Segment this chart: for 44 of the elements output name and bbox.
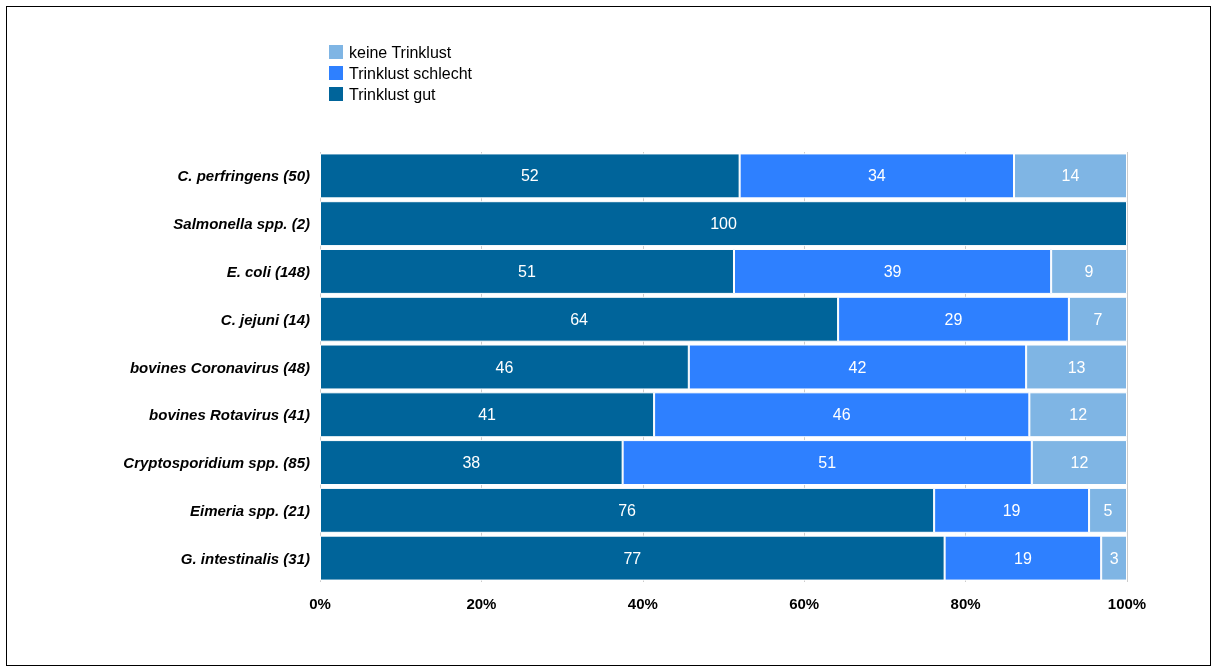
y-tick-label: G. intestinalis (31) <box>180 549 310 567</box>
data-label: 51 <box>818 454 837 472</box>
data-label: 3 <box>1109 549 1119 567</box>
y-tick-label: C. perfringens (50) <box>177 167 310 185</box>
data-label: 34 <box>867 167 886 185</box>
x-tick-label: 20% <box>466 595 497 612</box>
data-label: 41 <box>478 406 497 424</box>
data-label: 42 <box>848 358 867 376</box>
x-tick-label: 80% <box>950 595 981 612</box>
legend-label: Trinklust schlecht <box>349 64 473 82</box>
legend-label: Trinklust gut <box>349 85 437 103</box>
x-tick-label: 40% <box>627 595 658 612</box>
data-label: 52 <box>520 167 539 185</box>
data-label: 13 <box>1067 358 1086 376</box>
data-label: 39 <box>883 262 902 280</box>
data-label: 7 <box>1093 310 1103 328</box>
y-tick-label: bovines Rotavirus (41) <box>149 406 310 424</box>
data-label: 100 <box>710 215 737 233</box>
data-label: 12 <box>1069 406 1088 424</box>
x-tick-label: 60% <box>789 595 820 612</box>
data-label: 19 <box>1002 501 1021 519</box>
x-tick-label: 0% <box>309 595 331 612</box>
data-label: 9 <box>1084 262 1094 280</box>
y-tick-label: Salmonella spp. (2) <box>173 215 310 233</box>
bar <box>320 201 1127 247</box>
data-label: 12 <box>1070 454 1089 472</box>
data-label: 77 <box>623 549 642 567</box>
data-label: 29 <box>944 310 963 328</box>
y-tick-label: C. jejuni (14) <box>220 310 310 328</box>
data-label: 5 <box>1103 501 1113 519</box>
data-label: 46 <box>495 358 514 376</box>
data-label: 76 <box>618 501 637 519</box>
data-label: 46 <box>832 406 851 424</box>
y-tick-label: E. coli (148) <box>226 262 310 280</box>
data-label: 19 <box>1014 549 1032 567</box>
data-label: 64 <box>570 310 589 328</box>
y-tick-label: Eimeria spp. (21) <box>189 501 310 519</box>
data-label: 38 <box>462 454 481 472</box>
y-tick-label: bovines Coronavirus (48) <box>129 358 310 376</box>
data-label: 51 <box>518 262 536 280</box>
legend-label: keine Trinklust <box>349 43 452 61</box>
y-tick-label: Cryptosporidium spp. (85) <box>123 454 310 472</box>
x-tick-label: 100% <box>1107 595 1147 612</box>
data-label: 14 <box>1061 167 1080 185</box>
